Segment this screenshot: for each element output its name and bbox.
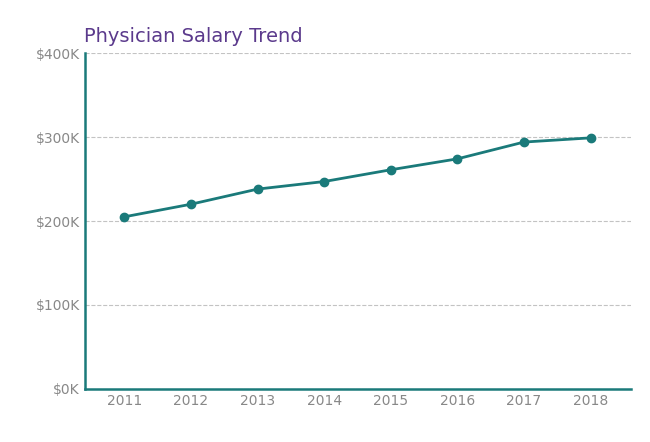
Text: Physician Salary Trend: Physician Salary Trend	[84, 27, 303, 46]
